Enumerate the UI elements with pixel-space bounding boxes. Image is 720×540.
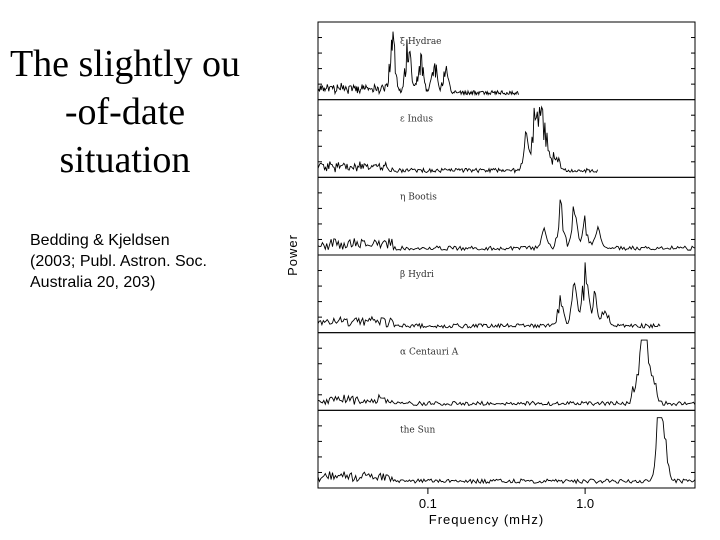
series-label: β Hydri bbox=[400, 270, 434, 280]
citation-line-1: Bedding & Kjeldsen bbox=[30, 232, 170, 249]
panel-frame bbox=[317, 99, 696, 178]
spectrum-line bbox=[317, 339, 696, 407]
x-tick-label: 1.0 bbox=[576, 496, 594, 511]
title-line-2: -of-date bbox=[64, 91, 186, 133]
title-line-3: situation bbox=[59, 139, 191, 181]
slide-title: The slightly ou -of-date situation bbox=[0, 40, 250, 190]
citation: Bedding & Kjeldsen (2003; Publ. Astron. … bbox=[30, 230, 250, 293]
series-label: α Centauri A bbox=[400, 348, 459, 358]
y-axis-label: Power bbox=[285, 234, 300, 276]
series-label: the Sun bbox=[400, 425, 436, 435]
spectrum-line bbox=[317, 417, 696, 485]
panel-frame bbox=[317, 409, 696, 489]
spectrum-line bbox=[317, 199, 696, 252]
series-label: η Bootis bbox=[400, 192, 437, 202]
spectrum-line bbox=[317, 105, 599, 174]
spectrum-line bbox=[317, 31, 520, 97]
panel-frame bbox=[317, 254, 696, 334]
series-label: ε Indus bbox=[400, 115, 433, 125]
x-axis-label: Frequency (mHz) bbox=[429, 512, 544, 527]
title-line-1: The slightly ou bbox=[9, 43, 241, 85]
x-tick-label: 0.1 bbox=[419, 496, 437, 511]
panel-frame bbox=[317, 21, 696, 101]
panel-frame bbox=[317, 176, 696, 256]
citation-line-3: Australia 20, 203) bbox=[30, 274, 156, 291]
spectrum-line bbox=[317, 262, 661, 330]
citation-line-2: (2003; Publ. Astron. Soc. bbox=[30, 253, 207, 270]
series-label: ξ Hydrae bbox=[400, 37, 442, 47]
